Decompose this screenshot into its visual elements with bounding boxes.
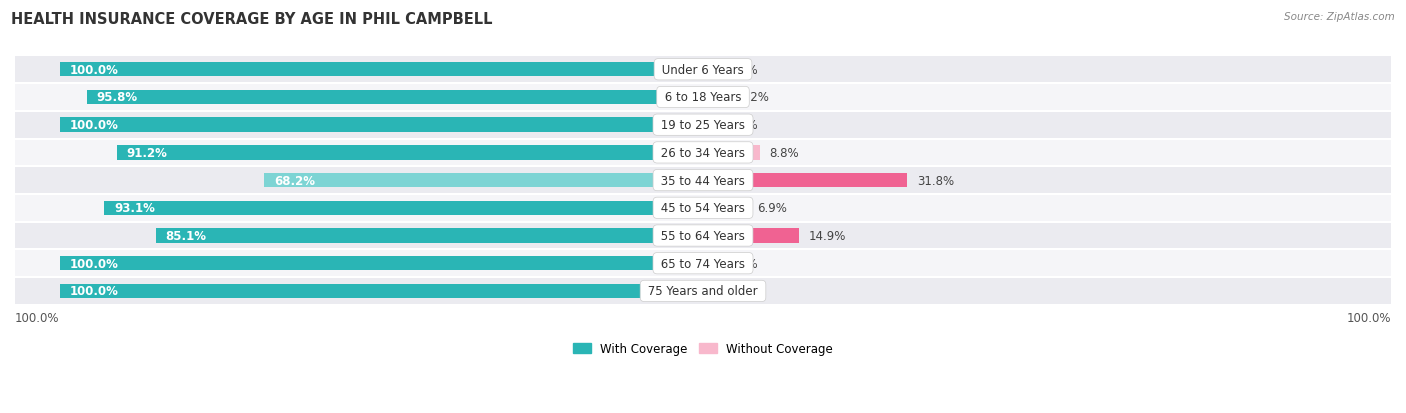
Text: 100.0%: 100.0% (15, 311, 59, 324)
Text: Under 6 Years: Under 6 Years (658, 64, 748, 76)
Legend: With Coverage, Without Coverage: With Coverage, Without Coverage (568, 337, 838, 360)
Text: 100.0%: 100.0% (70, 64, 118, 76)
Text: 65 to 74 Years: 65 to 74 Years (657, 257, 749, 270)
Text: 6.9%: 6.9% (756, 202, 787, 215)
Bar (703, 256, 718, 271)
FancyBboxPatch shape (15, 56, 1391, 84)
FancyBboxPatch shape (15, 139, 1391, 167)
Text: 100.0%: 100.0% (70, 285, 118, 298)
Text: 0.0%: 0.0% (728, 257, 758, 270)
FancyBboxPatch shape (15, 112, 1391, 139)
Bar (60, 63, 703, 77)
Text: 75 Years and older: 75 Years and older (644, 285, 762, 298)
FancyBboxPatch shape (15, 222, 1391, 250)
Text: 95.8%: 95.8% (97, 91, 138, 104)
Text: 85.1%: 85.1% (166, 230, 207, 242)
Text: 68.2%: 68.2% (274, 174, 315, 187)
Text: 0.0%: 0.0% (728, 64, 758, 76)
Text: 19 to 25 Years: 19 to 25 Years (657, 119, 749, 132)
Text: 14.9%: 14.9% (808, 230, 846, 242)
Text: HEALTH INSURANCE COVERAGE BY AGE IN PHIL CAMPBELL: HEALTH INSURANCE COVERAGE BY AGE IN PHIL… (11, 12, 492, 27)
Bar (156, 229, 703, 243)
Bar (703, 173, 907, 188)
Text: 55 to 64 Years: 55 to 64 Years (657, 230, 749, 242)
Text: 100.0%: 100.0% (70, 119, 118, 132)
Text: 0.0%: 0.0% (728, 285, 758, 298)
Text: 45 to 54 Years: 45 to 54 Years (657, 202, 749, 215)
Bar (264, 173, 703, 188)
Text: 100.0%: 100.0% (70, 257, 118, 270)
Bar (703, 118, 718, 133)
Bar (703, 284, 718, 299)
Text: 91.2%: 91.2% (127, 147, 167, 159)
Text: 26 to 34 Years: 26 to 34 Years (657, 147, 749, 159)
Bar (703, 201, 748, 216)
Text: Source: ZipAtlas.com: Source: ZipAtlas.com (1284, 12, 1395, 22)
Bar (87, 90, 703, 105)
FancyBboxPatch shape (15, 278, 1391, 305)
Text: 0.0%: 0.0% (728, 119, 758, 132)
Text: 93.1%: 93.1% (114, 202, 155, 215)
FancyBboxPatch shape (15, 167, 1391, 195)
Text: 31.8%: 31.8% (917, 174, 955, 187)
Bar (60, 118, 703, 133)
Bar (703, 146, 759, 160)
FancyBboxPatch shape (15, 195, 1391, 222)
Bar (60, 256, 703, 271)
Bar (703, 229, 799, 243)
Text: 8.8%: 8.8% (769, 147, 799, 159)
Text: 100.0%: 100.0% (1347, 311, 1391, 324)
Bar (117, 146, 703, 160)
Text: 4.2%: 4.2% (740, 91, 769, 104)
FancyBboxPatch shape (15, 250, 1391, 278)
FancyBboxPatch shape (15, 84, 1391, 112)
Bar (703, 63, 718, 77)
Bar (60, 284, 703, 299)
Text: 35 to 44 Years: 35 to 44 Years (657, 174, 749, 187)
Text: 6 to 18 Years: 6 to 18 Years (661, 91, 745, 104)
Bar (703, 90, 730, 105)
Bar (104, 201, 703, 216)
